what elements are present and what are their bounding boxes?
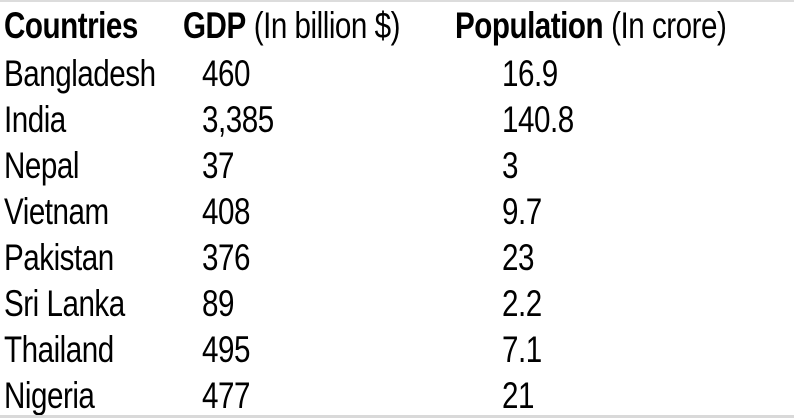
table-row: Nigeria 477 21 (0, 372, 794, 418)
table-row: Pakistan 376 23 (0, 234, 794, 280)
table-row: Vietnam 408 9.7 (0, 188, 794, 234)
top-edge-line (0, 0, 794, 2)
countries-header-label: Countries (4, 4, 138, 46)
gdp-cell: 408 (202, 190, 250, 232)
gdp-cell: 376 (202, 236, 250, 278)
table-row: Sri Lanka 89 2.2 (0, 280, 794, 326)
population-cell: 16.9 (502, 52, 558, 94)
country-cell: Bangladesh (4, 52, 156, 94)
population-cell: 23 (502, 236, 534, 278)
gdp-cell: 460 (202, 52, 250, 94)
col-header-gdp: GDP (In billion $) (183, 7, 455, 44)
gdp-cell: 3,385 (202, 98, 274, 140)
country-cell: Nepal (4, 144, 79, 186)
col-header-countries: Countries (0, 7, 183, 44)
population-header-sublabel: (In crore) (610, 4, 727, 46)
country-cell: India (4, 98, 66, 140)
country-cell: Vietnam (4, 190, 109, 232)
table-row: Nepal 37 3 (0, 142, 794, 188)
country-cell: Pakistan (4, 236, 114, 278)
population-cell: 2.2 (502, 282, 542, 324)
population-cell: 9.7 (502, 190, 542, 232)
header-row: Countries GDP (In billion $) Population (I… (0, 0, 794, 50)
population-cell: 3 (502, 144, 518, 186)
gdp-cell: 37 (202, 144, 234, 186)
table-row: India 3,385 140.8 (0, 96, 794, 142)
col-header-population: Population (In crore) (455, 7, 794, 44)
population-cell: 21 (502, 374, 534, 416)
bottom-edge-line (0, 415, 794, 418)
country-cell: Nigeria (4, 374, 95, 416)
country-cell: Sri Lanka (4, 282, 125, 324)
gdp-cell: 477 (202, 374, 250, 416)
gdp-header-sublabel: (In billion $) (253, 4, 401, 46)
gdp-cell: 495 (202, 328, 250, 370)
table-row: Thailand 495 7.1 (0, 326, 794, 372)
gdp-cell: 89 (202, 282, 234, 324)
population-cell: 140.8 (502, 98, 574, 140)
population-cell: 7.1 (502, 328, 542, 370)
gdp-header-label: GDP (183, 4, 246, 46)
country-cell: Thailand (4, 328, 114, 370)
table-row: Bangladesh 460 16.9 (0, 50, 794, 96)
population-header-label: Population (454, 4, 604, 46)
